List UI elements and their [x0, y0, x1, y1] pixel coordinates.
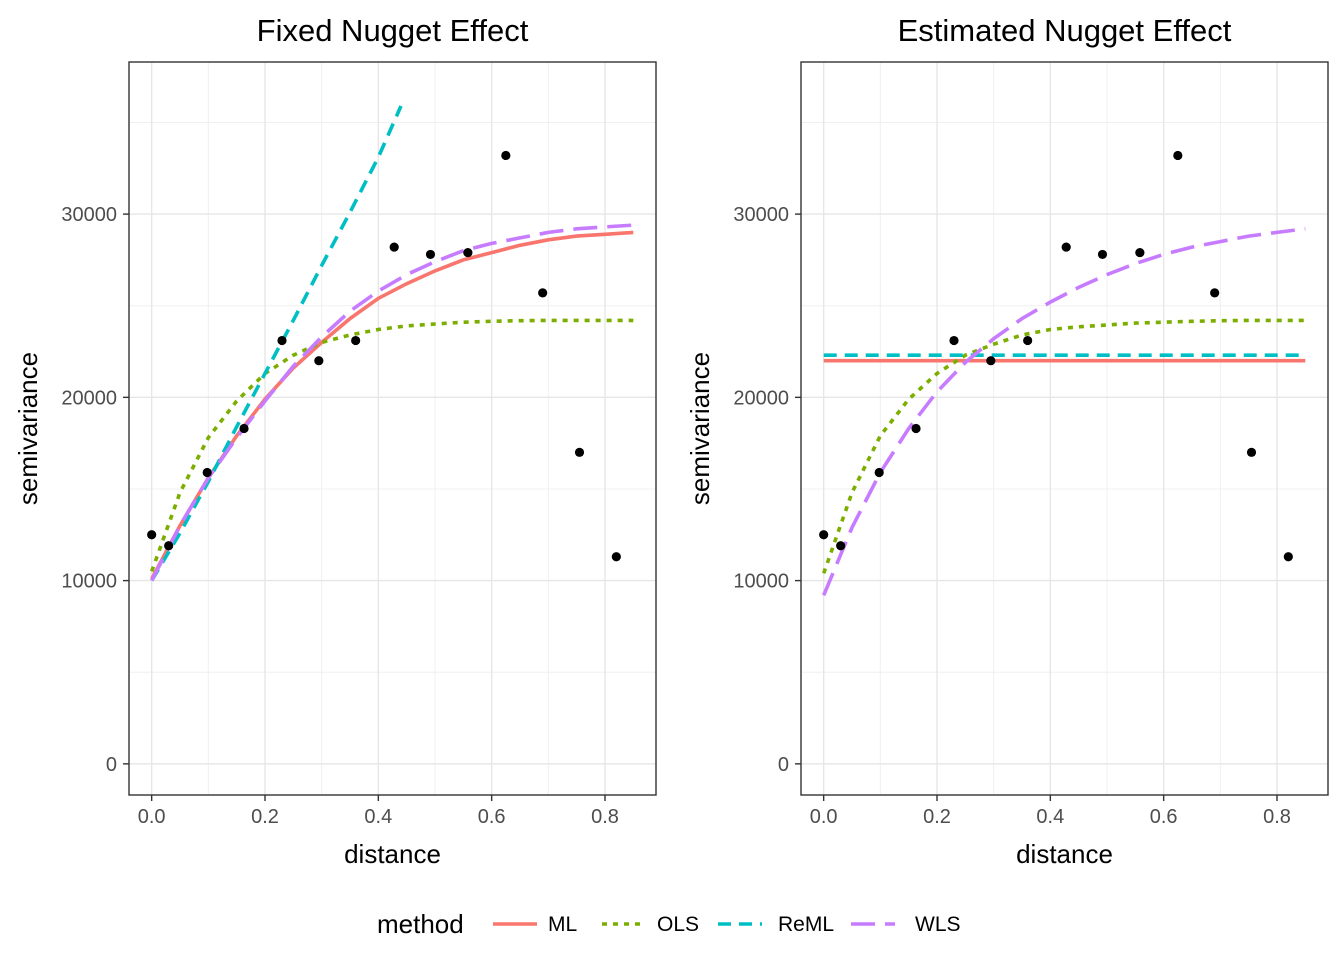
data-point [351, 335, 361, 346]
legend-label-wls: WLS [915, 913, 961, 936]
x-tick-label: 0.4 [1036, 806, 1064, 828]
data-point [874, 467, 884, 478]
data-point [147, 530, 157, 540]
panel-fixed-nugget: 0.0 0.2 0.4 0.6 0.8 0 10000 20000 30000 Fixed Nug… [13, 13, 657, 869]
legend-label-reml: ReML [778, 913, 834, 936]
data-point [164, 541, 174, 551]
x-tick-label: 0.4 [364, 806, 392, 828]
data-point [1210, 288, 1220, 298]
x-axis-title: distance [1016, 839, 1113, 869]
y-tick-label: 0 [106, 754, 117, 776]
data-point [538, 288, 548, 298]
data-point [277, 335, 287, 346]
series-line-ols [150, 318, 634, 573]
chart-title: Estimated Nugget Effect [898, 13, 1232, 48]
y-tick-label: 30000 [61, 204, 117, 226]
x-tick-label: 0.8 [591, 806, 619, 828]
data-point [501, 150, 511, 161]
x-tick-label: 0.0 [810, 806, 838, 828]
data-point [949, 335, 959, 346]
x-tick-label: 0.6 [478, 806, 506, 828]
data-point [986, 356, 996, 366]
legend-label-ols: OLS [657, 913, 699, 936]
series-line-wls [822, 227, 1306, 596]
y-tick-label: 20000 [733, 387, 789, 409]
panel-estimated-nugget: 0.0 0.2 0.4 0.6 0.8 0 10000 20000 30000 Estimated… [685, 13, 1329, 869]
data-point [389, 242, 399, 252]
data-point [1023, 335, 1033, 346]
panel-border [800, 61, 1329, 796]
data-point [1283, 552, 1293, 562]
series-line-wls [150, 223, 634, 582]
x-tick-label: 0.6 [1150, 806, 1178, 828]
data-point [1097, 249, 1108, 260]
data-point [463, 247, 473, 258]
x-tick-label: 0.0 [138, 806, 166, 828]
x-tick-label: 0.2 [251, 806, 279, 828]
data-point [836, 541, 846, 551]
y-axis-title: semivariance [685, 352, 715, 505]
data-point [425, 249, 436, 260]
x-axis-title: distance [344, 839, 441, 869]
plot-area [801, 62, 1328, 795]
legend: method ML OLS ReML WLS [377, 909, 961, 939]
legend-title: method [377, 909, 464, 939]
data-point [202, 467, 212, 478]
y-tick-label: 10000 [733, 571, 789, 593]
data-point [1135, 247, 1145, 258]
data-point [1173, 150, 1183, 161]
panel-border [128, 61, 657, 796]
legend-label-ml: ML [548, 913, 577, 936]
data-point [314, 356, 324, 366]
y-tick-label: 20000 [61, 387, 117, 409]
data-point [1061, 242, 1071, 252]
data-point [819, 530, 829, 540]
x-tick-label: 0.2 [923, 806, 951, 828]
data-point [574, 447, 585, 457]
data-point [911, 423, 921, 434]
y-axis-title: semivariance [13, 352, 43, 505]
data-point [1246, 447, 1257, 457]
series-line-ols [822, 318, 1306, 574]
x-tick-label: 0.8 [1263, 806, 1291, 828]
chart-title: Fixed Nugget Effect [257, 13, 529, 48]
y-tick-label: 30000 [733, 204, 789, 226]
y-tick-label: 10000 [61, 571, 117, 593]
series-line-reml [150, 105, 403, 582]
data-point [611, 552, 621, 562]
y-tick-label: 0 [778, 754, 789, 776]
data-point [239, 423, 249, 434]
